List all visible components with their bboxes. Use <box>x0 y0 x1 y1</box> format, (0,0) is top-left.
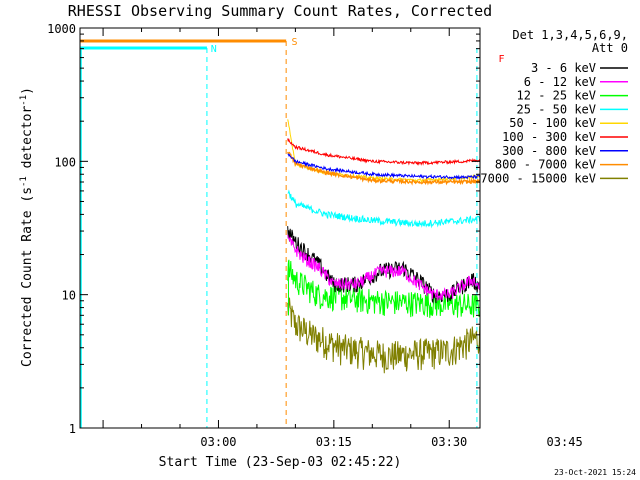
x-tick-label: 03:45 <box>547 435 583 449</box>
legend-label: 3 - 6 keV <box>531 61 596 75</box>
series-line <box>287 137 480 166</box>
legend-label: 50 - 100 keV <box>509 116 596 130</box>
y-tick-label: 100 <box>54 155 76 169</box>
saa-label: S <box>292 37 298 48</box>
legend-label: 100 - 300 keV <box>502 130 596 144</box>
series-line <box>287 119 480 183</box>
series-line <box>287 151 480 186</box>
x-tick-label: 03:30 <box>431 435 467 449</box>
legend-label: 25 - 50 keV <box>517 102 596 116</box>
legend-label: 12 - 25 keV <box>517 89 596 103</box>
y-tick-label: 1000 <box>47 22 76 36</box>
legend-label: 6 - 12 keV <box>524 75 596 89</box>
chart-title: RHESSI Observing Summary Count Rates, Co… <box>68 2 492 20</box>
plot-area: N S F <box>80 37 504 428</box>
series-line <box>287 234 480 301</box>
series-line <box>287 297 480 374</box>
y-tick-label: 1 <box>69 422 76 436</box>
series-line <box>287 189 480 229</box>
legend-header-line2: Att 0 <box>592 41 628 55</box>
plot-frame <box>79 27 481 429</box>
legend-label: 7000 - 15000 keV <box>480 171 596 185</box>
x-tick-label: 03:15 <box>316 435 352 449</box>
x-axis-title: Start Time (23-Sep-03 02:45:22) <box>159 455 402 470</box>
y-axis-title: Corrected Count Rate (s-1 detector-1) <box>19 87 35 367</box>
plot-border <box>79 27 481 429</box>
series-line <box>287 259 480 318</box>
timestamp: 23-Oct-2021 15:24 <box>554 468 636 477</box>
x-tick-label: 03:00 <box>200 435 236 449</box>
plot-content <box>80 39 480 428</box>
legend-label: 800 - 7000 keV <box>495 158 596 172</box>
legend-label: 300 - 800 keV <box>502 144 596 158</box>
y-tick-label: 10 <box>62 289 76 303</box>
night-label: N <box>211 44 217 55</box>
series-line <box>287 153 480 181</box>
legend-header-line1: Det 1,3,4,5,6,9, <box>512 28 628 42</box>
flare-label: F <box>498 54 504 65</box>
